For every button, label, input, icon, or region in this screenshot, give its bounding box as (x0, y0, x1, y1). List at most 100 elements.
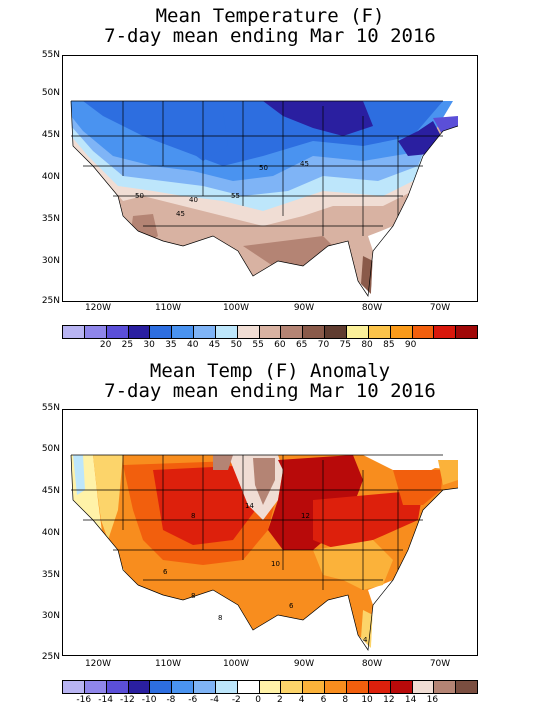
colorbar-swatch (194, 681, 216, 693)
anomaly-colorbar (62, 680, 478, 694)
colorbar-swatch (215, 681, 238, 693)
colorbar-label: -4 (210, 695, 219, 705)
temperature-map: 50 45 40 55 50 45 (62, 55, 478, 302)
colorbar-label: -12 (120, 695, 135, 705)
lon-label: 90W (293, 659, 315, 669)
lat-label: 40N (41, 528, 60, 538)
colorbar-swatch (303, 326, 326, 338)
lat-label: 35N (41, 214, 60, 224)
contour-label: 50 (135, 192, 144, 200)
colorbar-swatch (128, 326, 151, 338)
colorbar-swatch (325, 326, 347, 338)
colorbar-swatch (172, 681, 195, 693)
colorbar-swatch (303, 681, 326, 693)
lon-label: 120W (84, 303, 112, 313)
colorbar-swatch (368, 681, 391, 693)
colorbar-label: 25 (121, 340, 134, 350)
map-title-anomaly: Mean Temp (F) Anomaly (149, 360, 391, 382)
lon-label: 70W (429, 303, 451, 313)
colorbar-swatch (84, 326, 107, 338)
colorbar-label: -6 (188, 695, 198, 705)
colorbar-swatch (150, 681, 173, 693)
colorbar-swatch (412, 326, 435, 338)
colorbar-swatch (259, 681, 282, 693)
lon-label: 100W (222, 303, 250, 313)
lat-label: 45N (41, 486, 60, 496)
lon-label: 70W (429, 659, 451, 669)
contour-label: 12 (301, 512, 310, 520)
colorbar-swatch (63, 681, 85, 693)
colorbar-label: 90 (404, 340, 417, 350)
temperature-colorbar (62, 325, 478, 339)
colorbar-swatch (237, 326, 260, 338)
colorbar-swatch (325, 681, 347, 693)
lon-label: 110W (154, 303, 182, 313)
contour-label: 14 (245, 502, 254, 510)
lat-label: 25N (41, 296, 60, 306)
colorbar-label: 10 (361, 695, 373, 705)
map-subtitle-temperature: 7-day mean ending Mar 10 2016 (104, 25, 436, 47)
lat-label: 55N (41, 403, 60, 413)
contour-label: 8 (218, 614, 222, 622)
colorbar-swatch (456, 681, 478, 693)
colorbar-label: -16 (76, 695, 92, 705)
colorbar-label: 2 (277, 695, 283, 705)
colorbar-label: 12 (383, 695, 395, 705)
colorbar-label: 85 (383, 340, 395, 350)
contour-label: 8 (191, 592, 195, 600)
lon-label: 80W (361, 303, 383, 313)
contour-label: 4 (363, 636, 368, 644)
map-title-temperature: Mean Temperature (F) (155, 5, 385, 27)
colorbar-swatch (63, 326, 85, 338)
colorbar-label: -14 (98, 695, 113, 705)
lon-label: 120W (84, 659, 112, 669)
colorbar-swatch (390, 681, 413, 693)
colorbar-swatch (84, 681, 107, 693)
contour-label: 6 (163, 568, 168, 576)
colorbar-label: 65 (295, 340, 308, 350)
lat-label: 35N (41, 570, 60, 580)
colorbar-label: 8 (342, 695, 349, 705)
map-subtitle-anomaly: 7-day mean ending Mar 10 2016 (104, 380, 436, 402)
colorbar-swatch (106, 681, 129, 693)
colorbar-label: 4 (298, 695, 305, 705)
colorbar-swatch (456, 326, 478, 338)
lat-label: 45N (41, 130, 60, 140)
colorbar-swatch (150, 326, 173, 338)
colorbar-swatch (346, 681, 369, 693)
colorbar-swatch (172, 326, 195, 338)
colorbar-label: 60 (274, 340, 286, 350)
temperature-map-svg: 50 45 40 55 50 45 (63, 56, 477, 301)
colorbar-swatch (281, 326, 304, 338)
contour-label: 40 (189, 196, 198, 204)
lat-label: 55N (41, 50, 60, 60)
colorbar-label: 80 (361, 340, 373, 350)
colorbar-swatch (281, 681, 304, 693)
lon-label: 110W (154, 659, 182, 669)
colorbar-label: 16 (426, 695, 439, 705)
anomaly-map-svg: 8 14 12 6 10 8 6 8 4 (63, 410, 477, 655)
colorbar-label: 30 (143, 340, 155, 350)
contour-label: 45 (176, 210, 185, 218)
colorbar-label: 75 (339, 340, 351, 350)
colorbar-label: 0 (255, 695, 261, 705)
colorbar-swatch (412, 681, 435, 693)
lat-label: 40N (41, 172, 60, 182)
colorbar-swatch (346, 326, 369, 338)
colorbar-label: -2 (231, 695, 241, 705)
colorbar-label: -8 (166, 695, 176, 705)
contour-label: 45 (300, 160, 309, 168)
colorbar-swatch (434, 681, 457, 693)
colorbar-label: 6 (320, 695, 327, 705)
lat-label: 30N (41, 256, 60, 266)
lat-label: 50N (41, 444, 60, 454)
contour-label: 55 (231, 192, 240, 200)
colorbar-label: 55 (252, 340, 264, 350)
colorbar-swatch (106, 326, 129, 338)
colorbar-swatch (259, 326, 282, 338)
colorbar-label: 35 (165, 340, 177, 350)
lat-label: 25N (41, 652, 60, 662)
colorbar-swatch (390, 326, 413, 338)
anomaly-map: 8 14 12 6 10 8 6 8 4 (62, 409, 478, 656)
lon-label: 80W (361, 659, 383, 669)
